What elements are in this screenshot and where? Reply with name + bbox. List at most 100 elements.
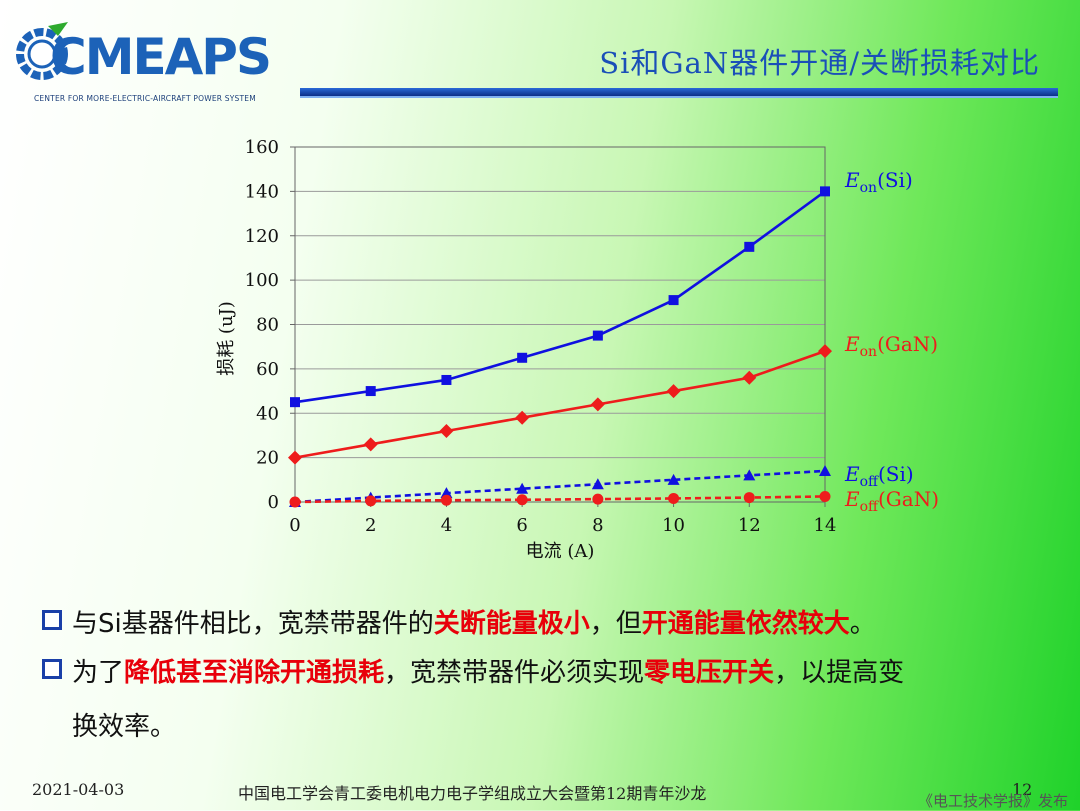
data-point-circle: [440, 494, 452, 506]
title-divider: [300, 88, 1058, 96]
data-point-square: [592, 330, 603, 341]
x-tick-label: 8: [592, 515, 603, 536]
x-tick-label: 4: [441, 515, 452, 536]
series-label-main: E: [844, 487, 860, 511]
data-point-triangle: [591, 478, 604, 490]
y-tick-label: 40: [256, 403, 279, 424]
series-label-tail: (Si): [878, 462, 914, 486]
bullet-2-pre: 为了: [72, 658, 125, 688]
x-tick-label: 12: [738, 515, 761, 536]
y-tick-label: 120: [245, 226, 279, 247]
bullet-2: 为了降低甚至消除开通损耗，宽禁带器件必须实现零电压开关，以提高变: [42, 654, 1052, 693]
data-point-triangle: [516, 482, 529, 494]
chart-series: [288, 186, 832, 508]
data-point-square: [517, 352, 528, 363]
series-label-main: E: [844, 462, 860, 486]
series-label-sub: off: [860, 499, 879, 515]
series-labels: Eon(Si)Eon(GaN)Eoff(Si)Eoff(GaN): [844, 168, 939, 515]
title-divider-highlight: [300, 96, 1058, 98]
bullet-1-post: 。: [849, 609, 876, 639]
bullet-2-mid: ，宽禁带器件必须实现: [384, 658, 645, 688]
bullet-2-highlight-2: 零电压开关: [644, 658, 775, 688]
data-point-diamond: [818, 344, 832, 359]
series-label: Eon(Si): [844, 168, 913, 196]
chart-gridlines: [290, 146, 826, 507]
footer-source: 《电工技术学报》发布: [918, 792, 1069, 810]
bullet-1: 与Si基器件相比，宽禁带器件的关断能量极小，但开通能量依然较大。: [42, 605, 1052, 644]
data-point-circle: [668, 492, 680, 504]
y-axis-label: 损耗 (uJ): [216, 301, 237, 376]
cmeaps-logo: CMEAPS CENTER FOR MORE-ELECTRIC-AIRCRAFT…: [10, 10, 300, 105]
data-point-square: [365, 386, 376, 397]
series-line-2: [294, 469, 826, 504]
x-tick-label: 10: [662, 515, 685, 536]
data-point-circle: [289, 496, 301, 508]
data-point-diamond: [590, 397, 605, 412]
series-label: Eon(GaN): [844, 332, 938, 360]
plot-frame: [294, 146, 826, 503]
data-point-diamond: [666, 384, 681, 399]
series-label-tail: (Si): [877, 168, 913, 192]
y-tick-label: 100: [245, 270, 279, 291]
data-point-diamond: [439, 424, 454, 438]
gear-logo-icon: [16, 22, 68, 80]
data-point-square: [668, 295, 679, 306]
series-label-main: E: [844, 332, 860, 356]
series-label-sub: off: [860, 474, 879, 490]
bullet-1-highlight-2: 开通能量依然较大: [641, 609, 850, 639]
data-point-circle: [743, 492, 755, 504]
bullet-2-post: ，以提高变: [774, 658, 905, 688]
data-point-triangle: [743, 469, 756, 481]
square-bullet-icon: [42, 659, 62, 679]
data-point-triangle: [819, 464, 831, 476]
footer-date: 2021-04-03: [32, 780, 125, 799]
bullet-2-highlight-1: 降低甚至消除开通损耗: [124, 658, 385, 688]
x-tick-label: 0: [289, 515, 300, 536]
data-point-triangle: [667, 473, 680, 485]
series-label: Eoff(GaN): [844, 487, 939, 515]
y-tick-label: 0: [268, 492, 279, 513]
logo-subtitle: CENTER FOR MORE-ELECTRIC-AIRCRAFT POWER …: [34, 94, 256, 103]
bullet-2-continuation: 换效率。: [72, 712, 177, 742]
footer-event: 中国电工学会青工委电机电力电子学组成立大会暨第12期青年沙龙: [238, 784, 707, 803]
bullet-1-highlight-1: 关断能量极小: [433, 609, 590, 639]
data-point-circle: [516, 494, 528, 506]
data-point-circle: [592, 493, 604, 505]
y-tick-labels: 160 140 120 100 80 60 40 20 0: [245, 137, 279, 513]
series-label-tail: (GaN): [877, 332, 938, 356]
slide-title: Si和GaN器件开通/关断损耗对比: [599, 46, 1040, 80]
bullet-1-pre: 与Si基器件相比，宽禁带器件的: [72, 609, 434, 639]
data-point-diamond: [288, 450, 302, 465]
y-tick-label: 80: [256, 315, 279, 336]
data-point-square: [820, 186, 830, 197]
data-point-circle: [819, 490, 831, 502]
y-tick-label: 60: [256, 359, 279, 380]
data-point-square: [290, 397, 300, 408]
data-point-diamond: [742, 370, 757, 385]
data-point-circle: [365, 495, 377, 507]
data-point-diamond: [515, 410, 530, 425]
series-label: Eoff(Si): [844, 462, 914, 490]
y-tick-label: 20: [256, 448, 279, 469]
series-label-tail: (GaN): [878, 487, 939, 511]
data-point-diamond: [363, 437, 378, 452]
x-tick-label: 6: [516, 515, 527, 536]
y-tick-label: 140: [245, 181, 279, 202]
x-axis-label: 电流 (A): [526, 541, 595, 562]
series-line-0: [294, 190, 826, 404]
y-tick-label: 160: [245, 137, 279, 158]
series-line-3: [294, 495, 826, 504]
x-tick-label: 2: [365, 515, 376, 536]
data-point-triangle: [440, 487, 453, 499]
square-bullet-icon: [42, 610, 62, 630]
logo-wordmark: CMEAPS: [50, 28, 272, 86]
data-point-square: [744, 241, 755, 252]
bullet-1-mid: ，但: [589, 609, 642, 639]
series-label-sub: on: [860, 344, 877, 360]
footer-page-number: 12: [1012, 780, 1033, 799]
x-tick-labels: 0 2 4 6 8 10 12 14: [289, 515, 836, 536]
series-line-1: [294, 349, 826, 459]
x-tick-label: 14: [814, 515, 837, 536]
series-label-main: E: [844, 168, 860, 192]
